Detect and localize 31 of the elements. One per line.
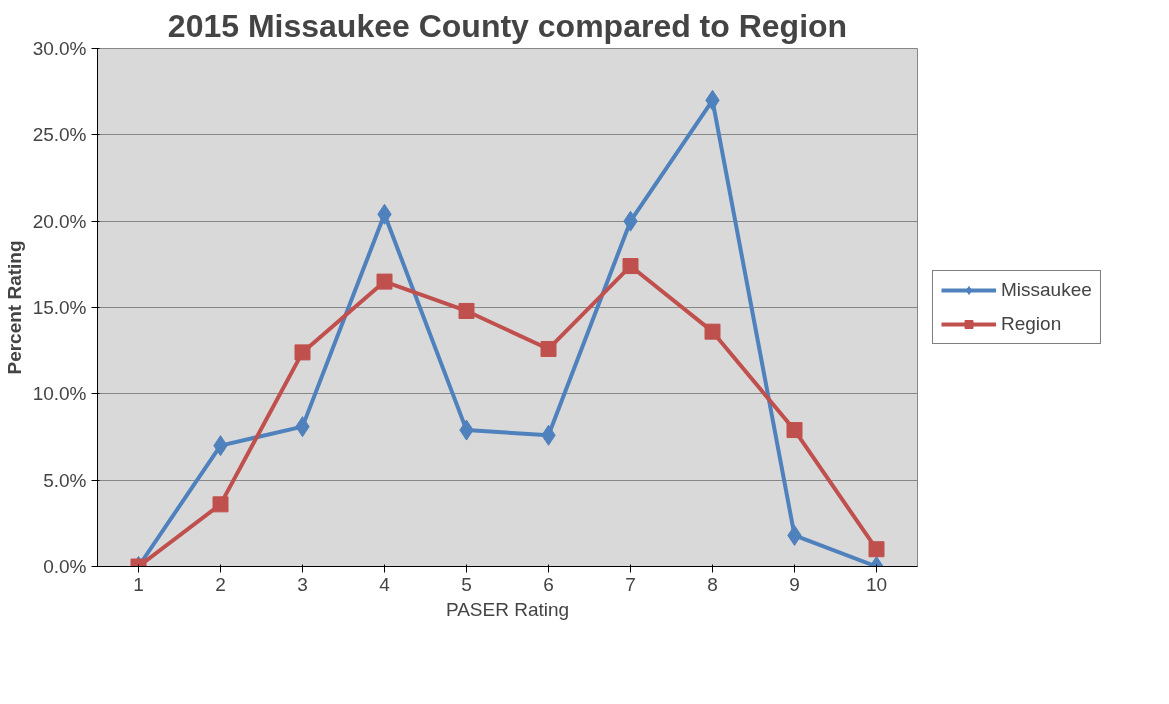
- legend-label: Missaukee: [1001, 279, 1092, 301]
- x-tick-label: 2: [215, 573, 226, 595]
- x-tick-label: 7: [625, 573, 636, 595]
- y-tick-label: 0.0%: [43, 556, 87, 577]
- point: [704, 323, 721, 340]
- y-tick-label: 25.0%: [32, 124, 87, 146]
- y-tick-label: 20.0%: [32, 210, 87, 232]
- legend-label: Region: [1001, 313, 1062, 335]
- x-tick-label: 4: [379, 573, 391, 595]
- x-tick-label: 9: [789, 573, 800, 595]
- x-axis-title: PASER Rating: [445, 598, 570, 620]
- point: [868, 541, 885, 558]
- x-tick-label: 3: [297, 573, 308, 595]
- x-tick-label: 5: [461, 573, 472, 595]
- point: [458, 302, 475, 319]
- x-tick-label: 10: [865, 573, 888, 595]
- point: [786, 422, 803, 439]
- point: [294, 344, 311, 361]
- y-tick-label: 10.0%: [32, 383, 87, 405]
- y-tick-label: 30.0%: [32, 38, 87, 59]
- point: [376, 273, 393, 290]
- chart-title: 2015 Missaukee County compared to Region: [167, 7, 848, 44]
- x-tick-label: 6: [543, 573, 554, 595]
- y-tick-label: 15.0%: [32, 297, 87, 318]
- x-tick-label: 1: [133, 573, 144, 595]
- y-tick-label: 5.0%: [43, 469, 87, 491]
- point: [540, 340, 557, 357]
- point: [212, 496, 229, 513]
- x-tick-label: 8: [707, 573, 718, 595]
- y-axis-title: Percent Rating: [3, 240, 25, 375]
- point: [622, 258, 639, 275]
